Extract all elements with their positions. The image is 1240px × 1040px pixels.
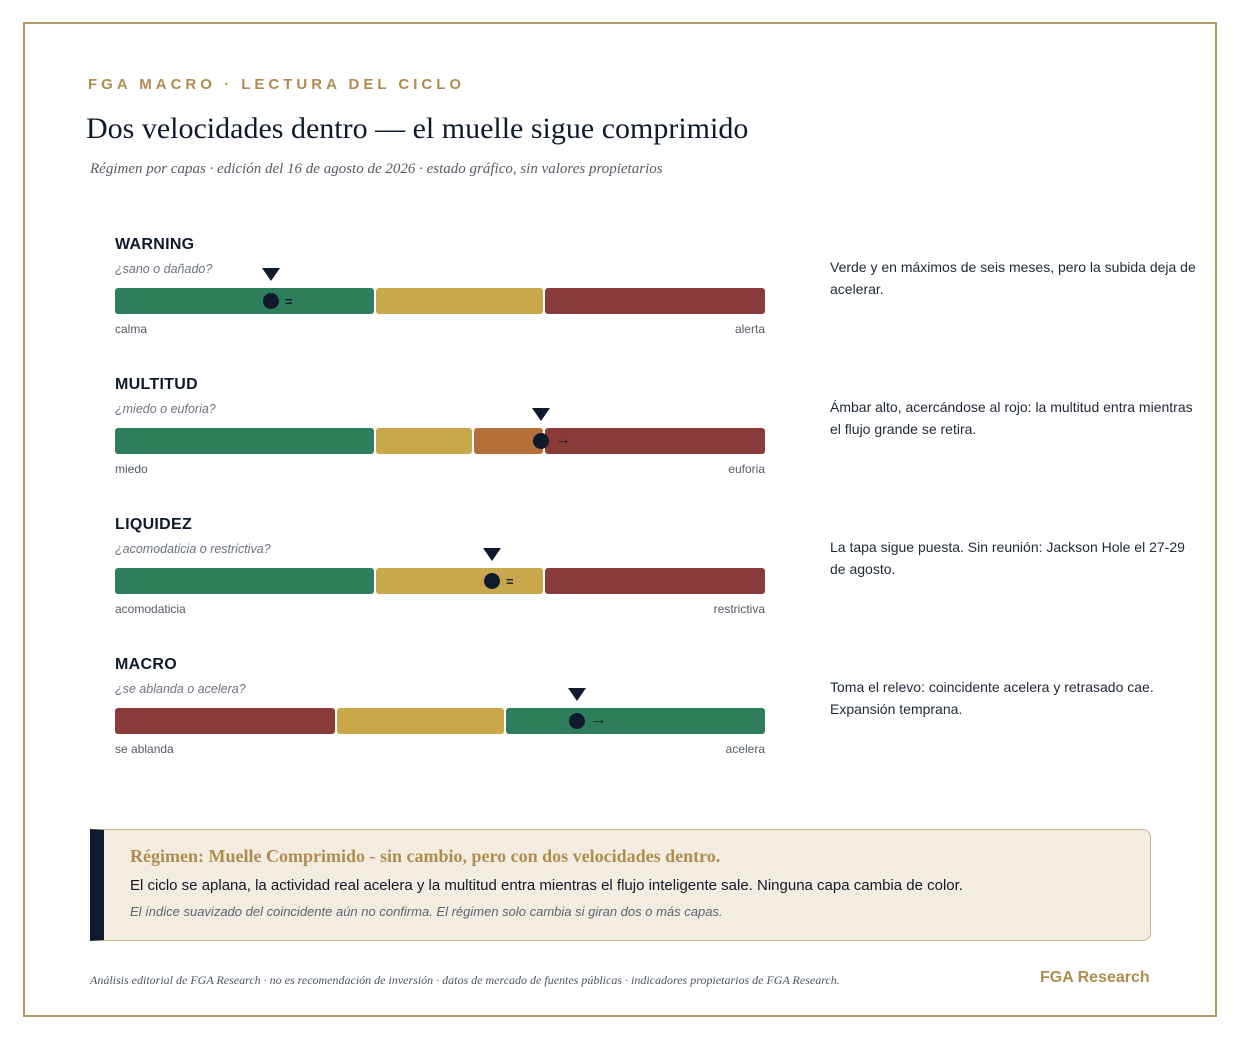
scale-left-label: se ablanda (115, 742, 174, 756)
gauge-segment-red (545, 568, 765, 594)
footer-brand: FGA Research (1040, 969, 1150, 986)
gauge-segment-green (506, 708, 765, 734)
gauge-segment-red (115, 708, 335, 734)
position-dot (532, 433, 549, 449)
gauge-segment-amber (376, 568, 543, 594)
scale-right-label: acelera (725, 742, 765, 756)
scale-left-label: calma (115, 322, 148, 336)
layer-question: ¿se ablanda o acelera? (115, 682, 246, 696)
trend-indicator: → (590, 711, 607, 728)
gauge-segment-amber (337, 708, 504, 734)
regime-note: El índice suavizado del coincidente aún … (130, 904, 723, 919)
position-dot (568, 713, 585, 729)
layer-note: Toma el relevo: coincidente acelera y re… (830, 679, 1154, 717)
layer-question: ¿acomodaticia o restrictiva? (115, 542, 271, 556)
position-dot (263, 293, 279, 309)
gauge-segment-amber (376, 428, 472, 454)
scale-left-label: miedo (115, 462, 148, 476)
gauge-segment-green (115, 288, 374, 314)
scale-right-label: alerta (734, 322, 765, 336)
gauge-segment-green (115, 428, 374, 454)
kicker: FGA MACRO · LECTURA DEL CICLO (88, 76, 466, 93)
gauge-bar (115, 428, 765, 454)
scale-right-label: euforia (728, 462, 765, 476)
layer-question: ¿miedo o euforia? (115, 402, 216, 416)
gauge-segment-amber (376, 288, 543, 314)
layer-name: WARNING (115, 236, 195, 253)
regime-box: Régimen: Muelle Comprimido - sin cambio,… (90, 829, 1151, 941)
layer-warning: WARNING ¿sano o dañado? = calma alerta V… (115, 236, 1215, 356)
layer-macro: MACRO ¿se ablanda o acelera? → se abland… (115, 656, 1215, 776)
gauge-segment-green (115, 568, 374, 594)
footer-disclaimer: Análisis editorial de FGA Research · no … (90, 973, 840, 987)
trend-indicator: = (285, 294, 293, 309)
layer-note: La tapa sigue puesta. Sin reunión: Jacks… (830, 539, 1185, 577)
regime-title: Régimen: Muelle Comprimido - sin cambio,… (130, 846, 721, 866)
scale-left-label: acomodaticia (115, 602, 186, 616)
page-title: Dos velocidades dentro — el muelle sigue… (86, 112, 749, 145)
layer-note: Ámbar alto, acercándose al rojo: la mult… (830, 399, 1193, 437)
regime-body: El ciclo se aplana, la actividad real ac… (130, 877, 963, 894)
trend-indicator: = (506, 574, 514, 589)
layer-question: ¿sano o dañado? (115, 262, 213, 276)
gauge-bar (115, 288, 765, 314)
position-pointer-icon (262, 268, 280, 281)
gauge-bar (115, 708, 765, 734)
position-pointer-icon (483, 548, 501, 561)
page-subtitle: Régimen por capas · edición del 16 de ag… (90, 161, 663, 177)
layer-note: Verde y en máximos de seis meses, pero l… (830, 259, 1196, 297)
position-dot (484, 573, 500, 589)
layer-name: MACRO (115, 656, 177, 673)
layer-name: MULTITUD (115, 376, 198, 393)
gauge-bar (115, 568, 765, 594)
layer-name: LIQUIDEZ (115, 516, 193, 533)
gauge-segment-red (545, 428, 765, 454)
layer-liquidez: LIQUIDEZ ¿acomodaticia o restrictiva? = … (115, 516, 1215, 636)
layer-multitud: MULTITUD ¿miedo o euforia? → miedo eufor… (115, 376, 1215, 496)
gauge-segment-orange (473, 428, 543, 454)
scale-right-label: restrictiva (713, 602, 765, 616)
position-pointer-icon (567, 688, 586, 701)
position-pointer-icon (531, 408, 550, 421)
trend-indicator: → (554, 431, 571, 448)
gauge-segment-red (545, 288, 765, 314)
